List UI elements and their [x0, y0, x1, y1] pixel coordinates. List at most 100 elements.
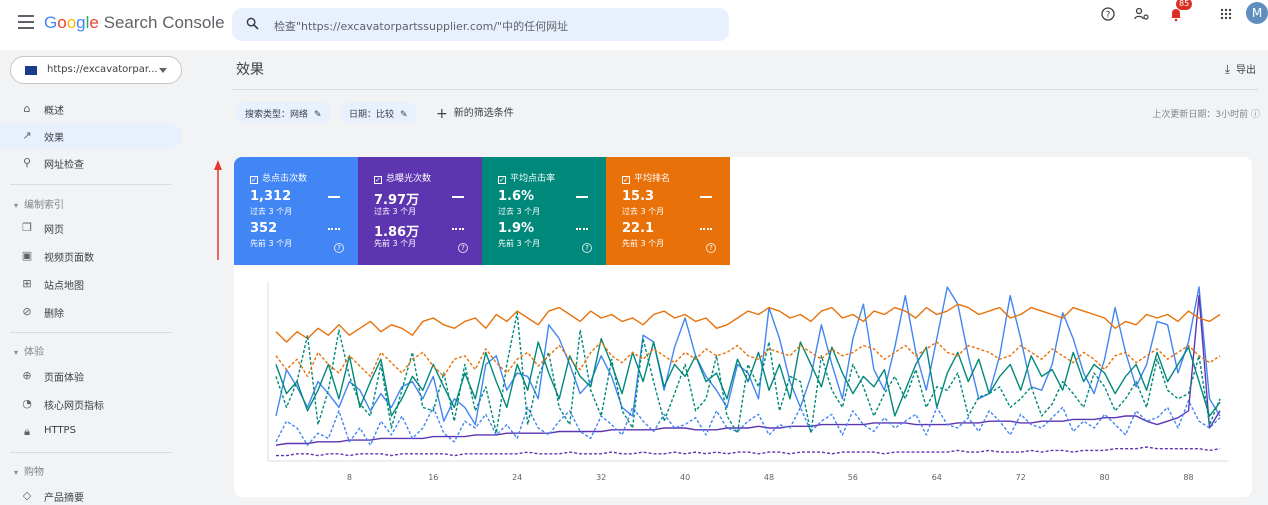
x-tick-label: 88 [1183, 473, 1193, 482]
help-icon[interactable]: ? [458, 243, 468, 253]
app-logo[interactable]: Google Search Console [44, 13, 225, 33]
sidebar-item-label: 效果 [44, 133, 64, 144]
sidebar-divider [10, 452, 172, 453]
section-header-shopping[interactable]: ▾ 购物 [14, 467, 45, 478]
x-tick-label: 72 [1016, 473, 1026, 482]
series-line-previous-6[interactable] [275, 312, 1221, 434]
x-tick-label: 40 [680, 473, 690, 482]
filter-chip-date[interactable]: 日期：比较 ✎ [340, 102, 417, 123]
x-tick-label: 80 [1100, 473, 1110, 482]
speed-icon: ◔ [22, 397, 32, 410]
header-divider [232, 89, 1258, 90]
metric-tile-impressions[interactable]: ✓ 总曝光次数 7.97万 过去 3 个月 1.86万 先前 3 个月 ? [358, 157, 482, 265]
url-inspect-search[interactable]: 检查"https://excavatorpartssupplier.com/"中… [232, 8, 729, 41]
performance-line-chart[interactable]: 8 16 24 32 40 48 56 64 72 80 88 [234, 265, 1252, 497]
sidebar-item-pages[interactable]: ❐ 网页 [0, 215, 182, 241]
metric-prev-value: 1.86万 [374, 225, 420, 240]
sidebar-item-label: HTTPS [44, 425, 76, 436]
google-wordmark: Google [44, 13, 99, 32]
sidebar-item-overview[interactable]: ⌂ 概述 [0, 96, 182, 122]
series-line-current-2[interactable] [275, 337, 1221, 417]
menu-icon[interactable] [18, 15, 34, 29]
section-header-indexing[interactable]: ▾ 编制索引 [14, 200, 65, 211]
sidebar-item-product-snippets[interactable]: ◇ 产品摘要 [0, 483, 182, 505]
checkbox-checked-icon[interactable]: ✓ [498, 176, 506, 184]
metric-tile-position[interactable]: ✓ 平均排名 15.3 过去 3 个月 22.1 先前 3 个月 ? [606, 157, 730, 265]
checkbox-checked-icon[interactable]: ✓ [374, 176, 382, 184]
series-line-current-3[interactable] [275, 303, 1221, 343]
metric-prev-value: 22.1 [622, 221, 655, 236]
product-name: Search Console [98, 13, 225, 32]
dashed-line-legend-icon [328, 228, 340, 230]
help-icon[interactable]: ? [1094, 0, 1122, 28]
add-circle-icon: ⊕ [22, 369, 32, 382]
checkbox-checked-icon[interactable]: ✓ [250, 176, 258, 184]
checkbox-checked-icon[interactable]: ✓ [622, 176, 630, 184]
metric-prev-value: 352 [250, 221, 278, 236]
sidebar-item-label: 网址检查 [44, 160, 84, 171]
section-header-experience[interactable]: ▾ 体验 [14, 347, 45, 358]
export-button[interactable]: ⤓ 导出 [1224, 62, 1256, 76]
metric-period: 过去 3 个月 [374, 207, 417, 216]
metric-period: 过去 3 个月 [250, 207, 293, 216]
metric-value: 1.6% [498, 189, 535, 204]
metric-prev-period: 先前 3 个月 [622, 239, 665, 248]
metric-period: 过去 3 个月 [498, 207, 541, 216]
last-updated: 上次更新日期：3小时前 ⓘ [1152, 110, 1260, 120]
manage-accounts-icon[interactable] [1128, 0, 1156, 28]
search-icon [246, 17, 259, 30]
notifications-icon[interactable]: 85 [1162, 0, 1193, 28]
series-line-previous-4[interactable] [275, 399, 1221, 446]
sidebar-item-sitemaps[interactable]: ⊞ 站点地图 [0, 271, 182, 297]
search-input[interactable]: 检查"https://excavatorpartssupplier.com/"中… [274, 20, 569, 33]
help-icon[interactable]: ? [334, 243, 344, 253]
sidebar-item-performance[interactable]: ↗ 效果 [0, 123, 182, 149]
sidebar-item-label: 网页 [44, 225, 64, 236]
metric-period: 过去 3 个月 [622, 207, 665, 216]
sidebar-item-core-web-vitals[interactable]: ◔ 核心网页指标 [0, 391, 182, 417]
annotation-arrow [214, 160, 222, 260]
lock-icon: 🔒︎ [24, 425, 30, 438]
dashed-line-legend-icon [700, 228, 712, 230]
filter-chip-search-type[interactable]: 搜索类型：网络 ✎ [236, 102, 331, 123]
sidebar-item-label: 视频页面数 [44, 253, 94, 264]
sidebar: https://excavatorpar... ⌂ 概述 ↗ 效果 ⚲ 网址检查… [0, 50, 200, 505]
sidebar-item-page-experience[interactable]: ⊕ 页面体验 [0, 363, 182, 389]
help-icon[interactable]: ? [582, 243, 592, 253]
new-filter-button[interactable]: + 新的筛选条件 [436, 106, 514, 122]
video-page-icon: ▣ [21, 249, 33, 262]
search-icon: ⚲ [22, 156, 32, 169]
metric-prev-period: 先前 3 个月 [374, 239, 417, 248]
metric-value: 7.97万 [374, 193, 420, 208]
download-icon: ⤓ [1224, 62, 1230, 76]
add-icon: + [436, 106, 448, 122]
sidebar-item-url-inspection[interactable]: ⚲ 网址检查 [0, 150, 182, 176]
notification-badge: 85 [1176, 0, 1193, 10]
apps-grid-icon[interactable] [1212, 0, 1240, 28]
series-line-current-1[interactable] [275, 294, 1221, 446]
sidebar-item-removals[interactable]: ⊘ 删除 [0, 299, 182, 325]
performance-card: ✓ 总点击次数 1,312 过去 3 个月 352 先前 3 个月 ? ✓ 总曝光次… [234, 157, 1252, 497]
metric-prev-period: 先前 3 个月 [498, 239, 541, 248]
x-tick-label: 16 [428, 473, 438, 482]
page-title: 效果 [236, 62, 264, 78]
pages-icon: ❐ [22, 221, 32, 234]
metric-prev-value: 1.9% [498, 221, 535, 236]
metric-prev-period: 先前 3 个月 [250, 239, 293, 248]
help-icon[interactable]: ? [706, 243, 716, 253]
property-selector[interactable]: https://excavatorpar... [10, 56, 182, 84]
series-line-previous-7[interactable] [275, 341, 1221, 378]
series-line-previous-5[interactable] [276, 446, 1221, 457]
diamond-icon: ◇ [22, 489, 32, 502]
home-icon: ⌂ [23, 102, 31, 115]
sidebar-item-https[interactable]: 🔒︎ HTTPS [0, 419, 182, 445]
metric-value: 1,312 [250, 189, 292, 204]
metric-tile-clicks[interactable]: ✓ 总点击次数 1,312 过去 3 个月 352 先前 3 个月 ? [234, 157, 358, 265]
edit-icon: ✎ [400, 110, 408, 120]
series-line-current-0[interactable] [275, 286, 1221, 426]
sidebar-item-video-pages[interactable]: ▣ 视频页面数 [0, 243, 182, 269]
avatar[interactable]: M [1246, 2, 1268, 24]
dropdown-arrow-icon [159, 68, 167, 73]
metric-tile-ctr[interactable]: ✓ 平均点击率 1.6% 过去 3 个月 1.9% 先前 3 个月 ? [482, 157, 606, 265]
help-icon[interactable]: ⓘ [1250, 110, 1260, 120]
